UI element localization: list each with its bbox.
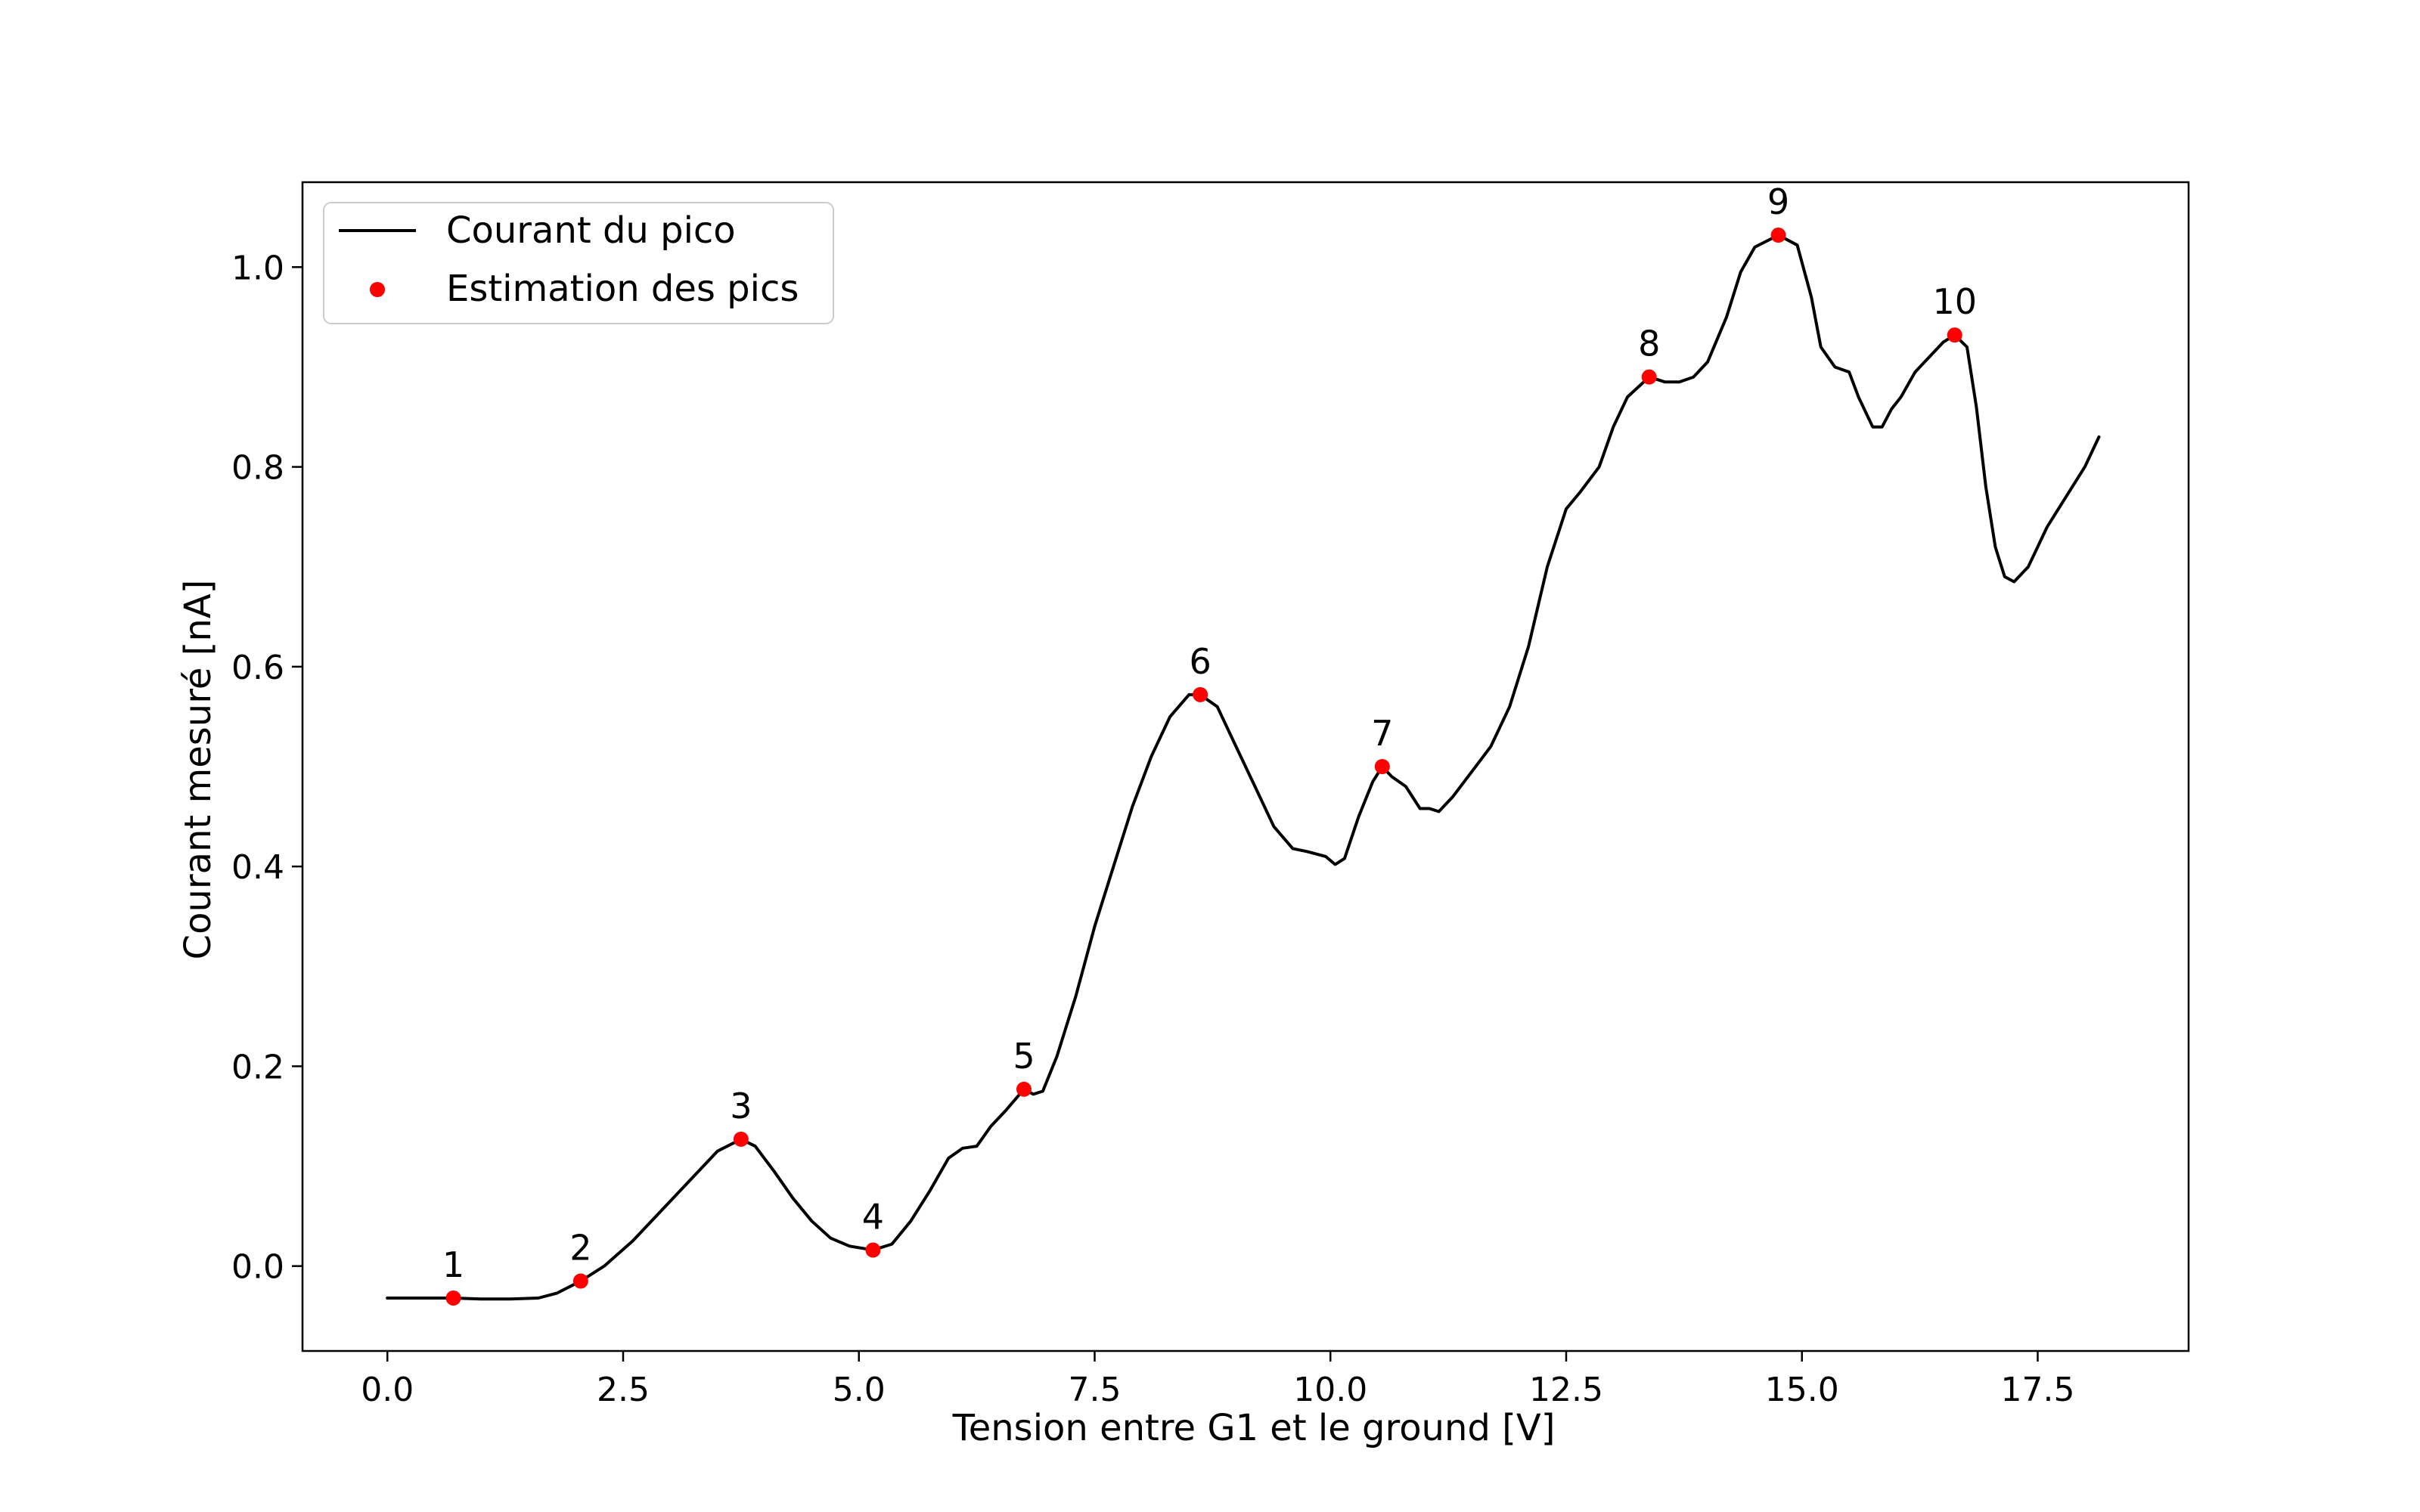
legend-label-courant-du-pico: Courant du pico <box>446 209 736 252</box>
x-tick-label: 17.5 <box>2000 1371 2074 1409</box>
peak-point-10 <box>1947 327 1962 343</box>
peak-point-5 <box>1016 1081 1032 1097</box>
x-tick-label: 12.5 <box>1529 1371 1603 1409</box>
x-axis-ticks: 0.0 2.5 5.0 7.5 10.0 12.5 15.0 17.5 <box>361 1351 2074 1409</box>
legend-label-estimation-des-pics: Estimation des pics <box>446 268 799 310</box>
y-tick-label: 0.0 <box>231 1248 284 1287</box>
series-line-courant-du-pico <box>386 234 2101 1301</box>
peak-label-6: 6 <box>1190 641 1212 682</box>
y-axis-label: Courant mesuré [nA] <box>177 580 219 960</box>
peak-point-2 <box>572 1273 588 1289</box>
peak-label-9: 9 <box>1767 181 1789 222</box>
peak-point-6 <box>1193 686 1208 702</box>
y-axis-ticks: 0.0 0.2 0.4 0.6 0.8 1.0 <box>231 249 302 1287</box>
peak-point-3 <box>733 1131 749 1147</box>
peak-label-3: 3 <box>730 1086 752 1126</box>
x-tick-label: 0.0 <box>361 1371 414 1409</box>
x-tick-label: 2.5 <box>597 1371 650 1409</box>
peak-point-7 <box>1374 759 1390 774</box>
peak-label-8: 8 <box>1638 324 1660 364</box>
x-tick-label: 15.0 <box>1765 1371 1839 1409</box>
peak-label-10: 10 <box>1932 281 1977 322</box>
peak-point-4 <box>865 1242 881 1258</box>
y-tick-label: 0.8 <box>231 449 284 488</box>
x-tick-label: 10.0 <box>1293 1371 1367 1409</box>
y-tick-label: 0.6 <box>231 649 284 687</box>
y-tick-label: 0.2 <box>231 1048 284 1086</box>
peak-label-1: 1 <box>442 1244 464 1285</box>
peak-label-5: 5 <box>1013 1036 1035 1077</box>
peak-point-1 <box>445 1290 461 1306</box>
plot-frame <box>301 181 2190 1352</box>
peak-point-8 <box>1641 369 1657 385</box>
x-tick-label: 7.5 <box>1068 1371 1121 1409</box>
legend: Courant du pico Estimation des pics <box>323 202 834 324</box>
y-tick-label: 0.4 <box>231 848 284 887</box>
legend-box <box>323 202 834 324</box>
peak-points: 1 2 3 4 5 6 7 8 9 10 <box>442 181 1977 1306</box>
legend-point-swatch <box>370 282 385 297</box>
x-tick-label: 5.0 <box>833 1371 886 1409</box>
x-axis-label: Tension entre G1 et le ground [V] <box>952 1407 1556 1449</box>
peak-label-7: 7 <box>1371 713 1393 754</box>
peak-label-4: 4 <box>862 1197 884 1238</box>
peak-point-9 <box>1770 228 1786 243</box>
peak-label-2: 2 <box>569 1228 591 1269</box>
y-tick-label: 1.0 <box>231 249 284 287</box>
plot-area: 0.0 2.5 5.0 7.5 10.0 12.5 15.0 17.5 0.00.20.40.… <box>231 181 2190 1409</box>
